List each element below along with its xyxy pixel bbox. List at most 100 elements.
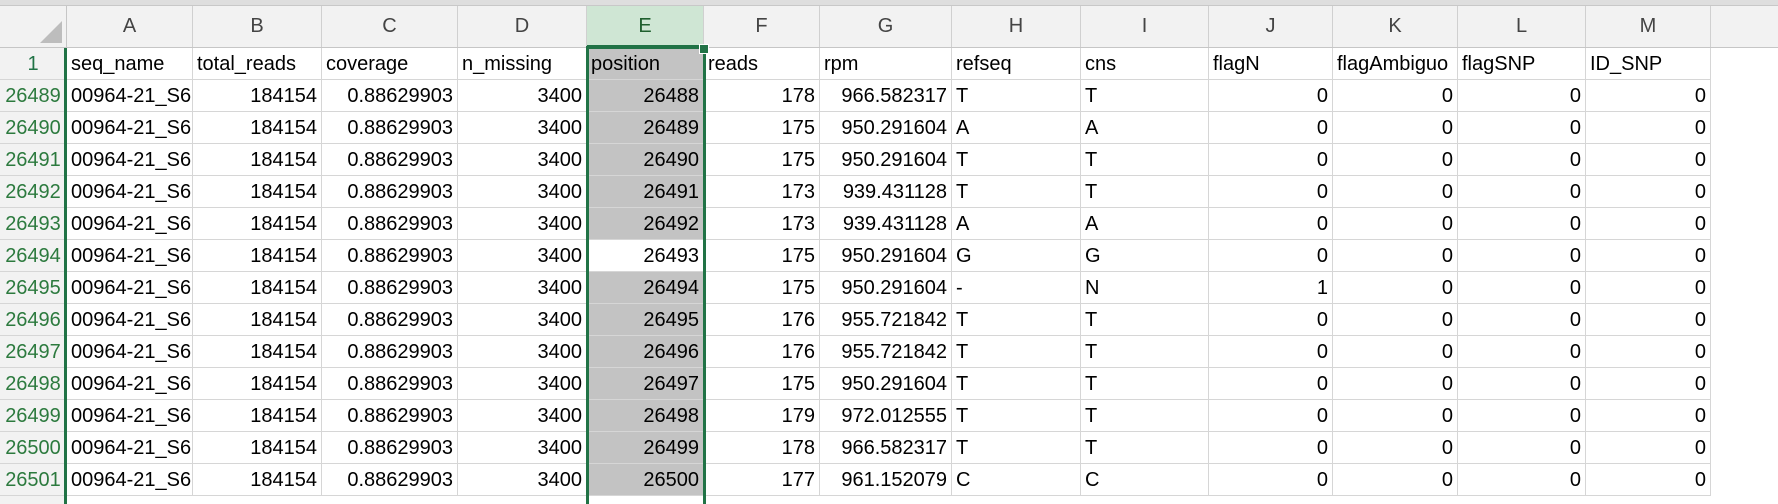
table-cell[interactable]: 0 bbox=[1333, 304, 1458, 336]
table-cell[interactable]: 955.721842 bbox=[820, 304, 952, 336]
table-cell[interactable]: - bbox=[952, 272, 1081, 304]
table-cell[interactable]: 950.291604 bbox=[820, 112, 952, 144]
table-cell[interactable]: 176 bbox=[704, 336, 820, 368]
table-cell[interactable]: 966.582317 bbox=[820, 432, 952, 464]
table-cell[interactable]: 0 bbox=[1458, 176, 1586, 208]
column-header-c[interactable]: C bbox=[322, 6, 458, 47]
table-cell[interactable]: 0 bbox=[1333, 272, 1458, 304]
header-cell[interactable]: coverage bbox=[322, 48, 458, 80]
table-cell[interactable]: 0 bbox=[1209, 208, 1333, 240]
table-cell[interactable]: 0 bbox=[1209, 112, 1333, 144]
table-cell[interactable]: 0 bbox=[1333, 144, 1458, 176]
row-header[interactable]: 26493 bbox=[0, 208, 66, 240]
table-cell[interactable]: 3400 bbox=[458, 368, 587, 400]
table-cell[interactable]: 184154 bbox=[193, 304, 322, 336]
table-cell[interactable]: 26492 bbox=[587, 208, 704, 240]
table-cell[interactable]: 0 bbox=[1209, 144, 1333, 176]
table-cell[interactable]: 0 bbox=[1333, 208, 1458, 240]
table-cell[interactable]: 0.88629903 bbox=[322, 272, 458, 304]
table-cell[interactable]: T bbox=[1081, 176, 1209, 208]
table-cell[interactable]: 0.88629903 bbox=[322, 368, 458, 400]
table-cell[interactable]: 0 bbox=[1586, 144, 1711, 176]
table-cell[interactable]: T bbox=[1081, 80, 1209, 112]
table-cell[interactable]: 173 bbox=[704, 176, 820, 208]
table-cell[interactable]: 184154 bbox=[193, 400, 322, 432]
table-cell[interactable]: 184154 bbox=[193, 432, 322, 464]
table-cell[interactable]: 0.88629903 bbox=[322, 432, 458, 464]
table-cell[interactable]: 184154 bbox=[193, 464, 322, 496]
header-cell[interactable]: rpm bbox=[820, 48, 952, 80]
row-header[interactable]: 26497 bbox=[0, 336, 66, 368]
table-cell[interactable]: 175 bbox=[704, 240, 820, 272]
table-cell[interactable]: 00964-21_S6 bbox=[67, 80, 193, 112]
header-cell[interactable]: total_reads bbox=[193, 48, 322, 80]
header-cell[interactable]: cns bbox=[1081, 48, 1209, 80]
table-cell[interactable]: 26494 bbox=[587, 272, 704, 304]
table-cell[interactable]: 950.291604 bbox=[820, 144, 952, 176]
column-header-e[interactable]: E bbox=[587, 6, 704, 47]
column-header-f[interactable]: F bbox=[704, 6, 820, 47]
table-cell[interactable]: T bbox=[952, 80, 1081, 112]
row-header[interactable]: 26491 bbox=[0, 144, 66, 176]
table-cell[interactable]: 26500 bbox=[587, 464, 704, 496]
table-cell[interactable]: 0 bbox=[1209, 368, 1333, 400]
header-cell[interactable]: position bbox=[587, 48, 704, 80]
table-cell[interactable]: 0 bbox=[1333, 112, 1458, 144]
table-cell[interactable]: 00964-21_S6 bbox=[67, 464, 193, 496]
table-cell[interactable]: A bbox=[952, 208, 1081, 240]
table-cell[interactable]: 0 bbox=[1333, 240, 1458, 272]
table-cell[interactable]: A bbox=[1081, 112, 1209, 144]
header-cell[interactable]: flagSNP bbox=[1458, 48, 1586, 80]
table-cell[interactable]: 0.88629903 bbox=[322, 112, 458, 144]
table-cell[interactable]: 0 bbox=[1209, 464, 1333, 496]
table-cell[interactable]: 175 bbox=[704, 272, 820, 304]
table-cell[interactable]: 175 bbox=[704, 112, 820, 144]
column-header-d[interactable]: D bbox=[458, 6, 587, 47]
table-cell[interactable]: 0 bbox=[1333, 176, 1458, 208]
row-header[interactable]: 26499 bbox=[0, 400, 66, 432]
table-cell[interactable]: C bbox=[952, 464, 1081, 496]
table-cell[interactable]: 0 bbox=[1458, 80, 1586, 112]
table-cell[interactable]: 0 bbox=[1333, 80, 1458, 112]
column-header-b[interactable]: B bbox=[193, 6, 322, 47]
table-cell[interactable]: 972.012555 bbox=[820, 400, 952, 432]
table-cell[interactable]: A bbox=[1081, 208, 1209, 240]
table-cell[interactable]: 175 bbox=[704, 368, 820, 400]
header-cell[interactable]: refseq bbox=[952, 48, 1081, 80]
table-cell[interactable]: 26498 bbox=[587, 400, 704, 432]
table-cell[interactable]: 00964-21_S6 bbox=[67, 144, 193, 176]
table-cell[interactable]: 00964-21_S6 bbox=[67, 272, 193, 304]
fill-handle[interactable] bbox=[699, 44, 709, 54]
header-cell[interactable]: flagAmbiguo bbox=[1333, 48, 1458, 80]
table-cell[interactable]: 176 bbox=[704, 304, 820, 336]
table-cell[interactable]: C bbox=[1081, 464, 1209, 496]
table-cell[interactable]: 0 bbox=[1209, 432, 1333, 464]
table-cell[interactable]: 0 bbox=[1586, 208, 1711, 240]
table-cell[interactable]: 0 bbox=[1209, 304, 1333, 336]
select-all-corner[interactable] bbox=[0, 6, 67, 47]
table-cell[interactable]: 0 bbox=[1586, 304, 1711, 336]
table-cell[interactable]: G bbox=[952, 240, 1081, 272]
table-cell[interactable]: 3400 bbox=[458, 112, 587, 144]
column-header-l[interactable]: L bbox=[1458, 6, 1586, 47]
table-cell[interactable]: 0 bbox=[1458, 400, 1586, 432]
table-cell[interactable]: 26488 bbox=[587, 80, 704, 112]
table-cell[interactable]: 3400 bbox=[458, 144, 587, 176]
table-cell[interactable]: 0 bbox=[1458, 272, 1586, 304]
table-cell[interactable]: 184154 bbox=[193, 208, 322, 240]
table-cell[interactable]: T bbox=[952, 304, 1081, 336]
row-header[interactable]: 26495 bbox=[0, 272, 66, 304]
table-cell[interactable]: 26497 bbox=[587, 368, 704, 400]
table-cell[interactable]: 0 bbox=[1209, 400, 1333, 432]
table-cell[interactable]: 3400 bbox=[458, 432, 587, 464]
table-cell[interactable]: 184154 bbox=[193, 240, 322, 272]
table-cell[interactable]: 3400 bbox=[458, 176, 587, 208]
column-header-i[interactable]: I bbox=[1081, 6, 1209, 47]
table-cell[interactable]: 3400 bbox=[458, 240, 587, 272]
table-cell[interactable]: 0 bbox=[1209, 176, 1333, 208]
table-cell[interactable]: 173 bbox=[704, 208, 820, 240]
table-cell[interactable]: T bbox=[1081, 144, 1209, 176]
table-cell[interactable]: 0 bbox=[1458, 432, 1586, 464]
table-cell[interactable]: 3400 bbox=[458, 80, 587, 112]
column-header-a[interactable]: A bbox=[67, 6, 193, 47]
